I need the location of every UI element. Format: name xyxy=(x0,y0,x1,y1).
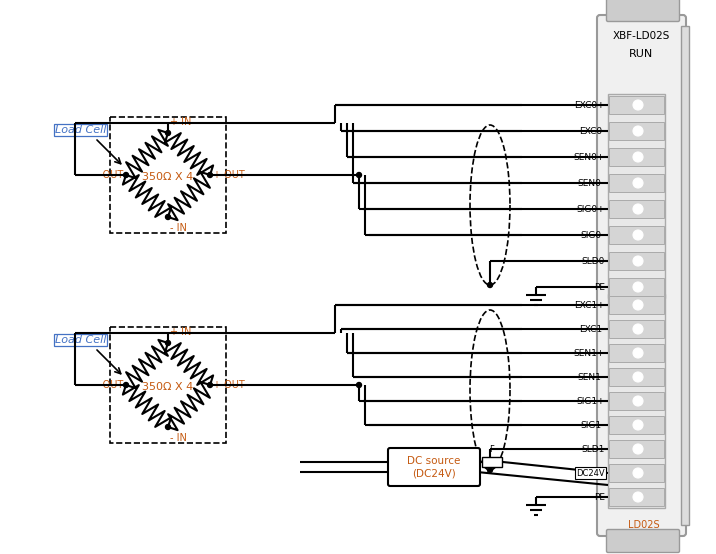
Text: Load Cell: Load Cell xyxy=(55,335,107,345)
Text: F: F xyxy=(490,445,495,454)
Bar xyxy=(609,122,664,140)
Bar xyxy=(608,94,665,298)
Circle shape xyxy=(208,382,213,387)
Text: EXC1-: EXC1- xyxy=(579,325,605,334)
Text: SLD1: SLD1 xyxy=(581,444,605,454)
Circle shape xyxy=(357,172,362,177)
Circle shape xyxy=(633,492,643,502)
Bar xyxy=(609,392,664,410)
Circle shape xyxy=(123,382,128,387)
Circle shape xyxy=(488,283,493,288)
Circle shape xyxy=(633,468,643,478)
Circle shape xyxy=(633,324,643,334)
Circle shape xyxy=(165,424,170,429)
Bar xyxy=(609,416,664,434)
Text: 350Ω X 4: 350Ω X 4 xyxy=(142,382,193,392)
Circle shape xyxy=(633,348,643,358)
Bar xyxy=(609,96,664,114)
Bar xyxy=(609,278,664,296)
Text: SEN1-: SEN1- xyxy=(578,372,605,382)
Circle shape xyxy=(165,214,170,219)
Text: SEN0-: SEN0- xyxy=(578,178,605,187)
Circle shape xyxy=(357,382,362,387)
Circle shape xyxy=(488,468,493,473)
Text: SIG0-: SIG0- xyxy=(581,230,605,239)
FancyBboxPatch shape xyxy=(606,530,679,552)
Text: DC source
(DC24V): DC source (DC24V) xyxy=(407,456,460,478)
Circle shape xyxy=(633,256,643,266)
Bar xyxy=(609,148,664,166)
Bar xyxy=(482,457,502,467)
Circle shape xyxy=(633,204,643,214)
Text: Load Cell: Load Cell xyxy=(55,125,107,135)
Bar xyxy=(609,174,664,192)
FancyBboxPatch shape xyxy=(388,448,480,486)
Bar xyxy=(608,294,665,508)
Circle shape xyxy=(633,420,643,430)
Text: RUN: RUN xyxy=(629,49,654,59)
Circle shape xyxy=(633,372,643,382)
Bar xyxy=(609,440,664,458)
Text: SEN0+: SEN0+ xyxy=(574,152,605,162)
Bar xyxy=(609,344,664,362)
Text: +: + xyxy=(469,455,479,468)
Text: DC24V: DC24V xyxy=(576,469,605,478)
Text: - IN: - IN xyxy=(170,433,187,443)
Text: 350Ω X 4: 350Ω X 4 xyxy=(142,172,193,182)
Circle shape xyxy=(633,230,643,240)
Text: - OUT: - OUT xyxy=(96,380,123,390)
Circle shape xyxy=(165,131,170,136)
Circle shape xyxy=(165,341,170,346)
Text: LD02S: LD02S xyxy=(628,520,659,530)
Text: SLD0: SLD0 xyxy=(581,257,605,265)
Bar xyxy=(609,488,664,506)
Text: SEN1+: SEN1+ xyxy=(574,348,605,357)
Text: PE: PE xyxy=(594,493,605,501)
FancyBboxPatch shape xyxy=(597,15,686,536)
Circle shape xyxy=(633,152,643,162)
Text: EXC1+: EXC1+ xyxy=(574,300,605,310)
Circle shape xyxy=(208,172,213,177)
Circle shape xyxy=(633,178,643,188)
Circle shape xyxy=(633,396,643,406)
Bar xyxy=(110,327,226,443)
Text: + IN: + IN xyxy=(170,117,191,127)
Circle shape xyxy=(633,444,643,454)
Bar xyxy=(609,226,664,244)
Text: SIG0+: SIG0+ xyxy=(576,204,605,213)
Text: + OUT: + OUT xyxy=(213,380,245,390)
Circle shape xyxy=(633,282,643,292)
Bar xyxy=(609,200,664,218)
Bar xyxy=(609,252,664,270)
FancyBboxPatch shape xyxy=(606,0,679,22)
Text: –: – xyxy=(471,465,477,479)
Circle shape xyxy=(123,172,128,177)
Circle shape xyxy=(633,300,643,310)
Bar xyxy=(609,464,664,482)
Text: PE: PE xyxy=(594,283,605,291)
Bar xyxy=(609,320,664,338)
Text: EXC0-: EXC0- xyxy=(579,126,605,136)
Text: SIG1+: SIG1+ xyxy=(576,397,605,406)
Text: - OUT: - OUT xyxy=(96,170,123,180)
Bar xyxy=(609,368,664,386)
Circle shape xyxy=(633,126,643,136)
Text: EXC0+: EXC0+ xyxy=(574,100,605,110)
Bar xyxy=(110,117,226,233)
Text: - IN: - IN xyxy=(170,223,187,233)
Text: XBF-LD02S: XBF-LD02S xyxy=(613,31,670,41)
Bar xyxy=(681,26,689,525)
Text: + OUT: + OUT xyxy=(213,170,245,180)
Bar xyxy=(609,296,664,314)
Text: + IN: + IN xyxy=(170,327,191,337)
Circle shape xyxy=(633,100,643,110)
Text: SIG1-: SIG1- xyxy=(581,420,605,429)
